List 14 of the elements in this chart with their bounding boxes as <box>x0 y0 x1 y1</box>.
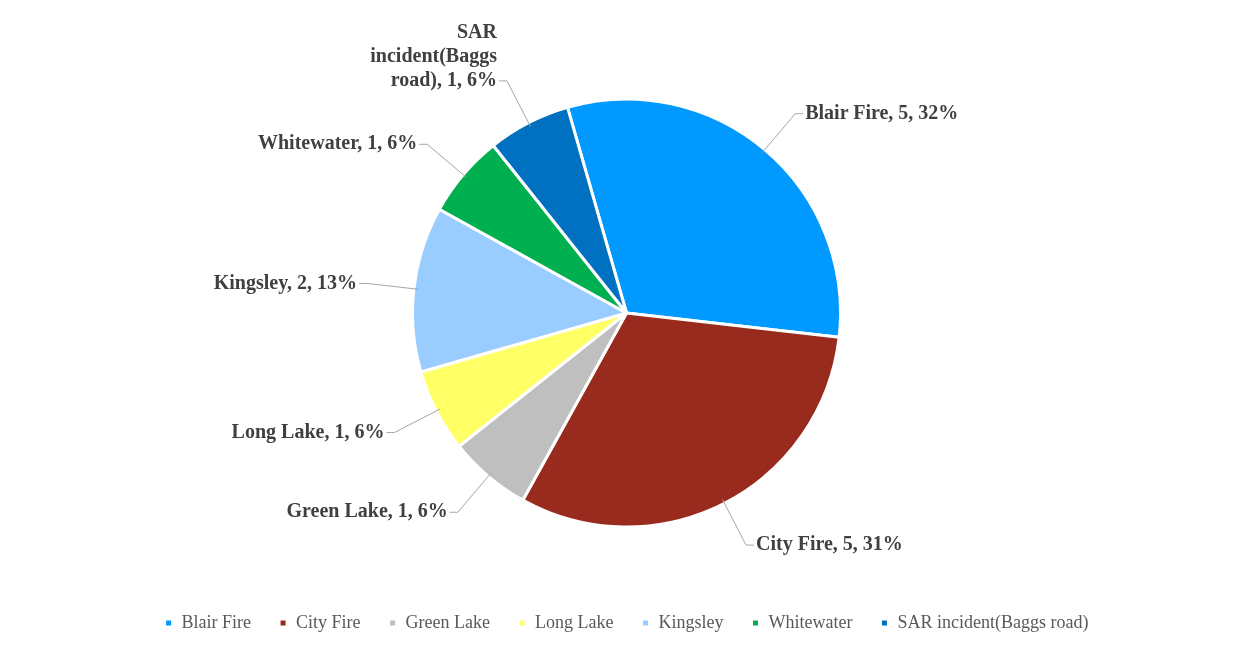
data-label: Whitewater, 1, 6% <box>257 131 418 154</box>
data-label: Long Lake, 1, 6% <box>231 419 385 443</box>
legend-label: City Fire <box>296 611 361 632</box>
data-label: Blair Fire, 5, 32% <box>805 100 959 123</box>
legend-label: Kingsley <box>658 611 724 632</box>
data-label: Green Lake, 1, 6% <box>286 499 448 522</box>
legend-label: SAR incident(Baggs road) <box>897 611 1089 633</box>
data-label: Kingsley, 2, 13% <box>213 270 358 294</box>
legend-label: Whitewater <box>768 611 853 632</box>
data-label: SAR incident(Baggs road), 1, 6% <box>370 20 498 92</box>
data-label: City Fire, 5, 31% <box>756 532 903 556</box>
legend-label: Long Lake <box>535 611 614 632</box>
legend-label: Green Lake <box>405 611 491 632</box>
legend-label: Blair Fire <box>181 611 252 632</box>
